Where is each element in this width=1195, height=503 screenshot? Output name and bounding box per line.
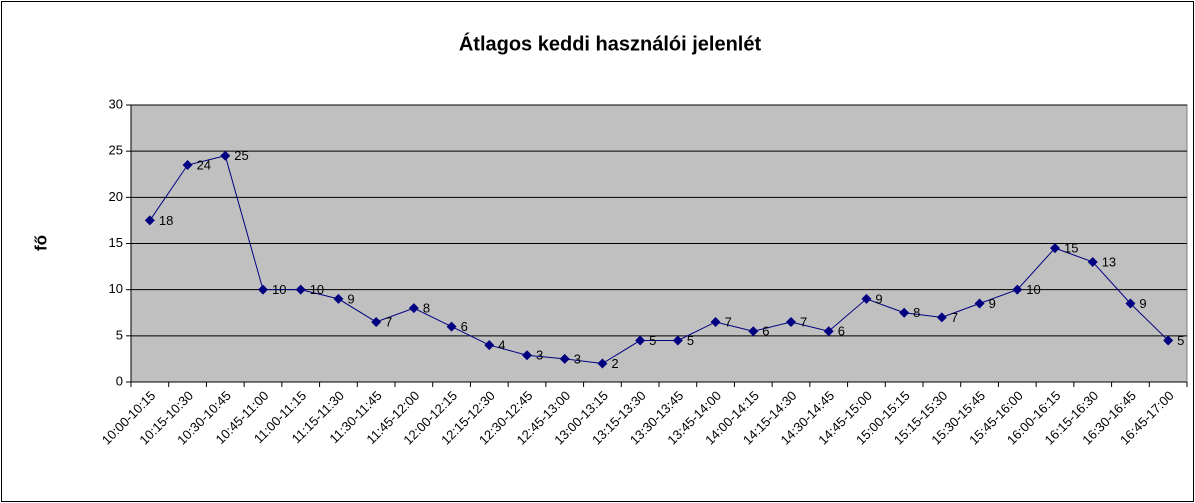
marker: [936, 312, 947, 323]
data-label: 7: [725, 314, 732, 329]
data-label: 6: [461, 319, 468, 334]
marker: [748, 326, 759, 337]
data-label: 24: [197, 157, 211, 172]
data-label: 10: [1026, 282, 1040, 297]
marker: [672, 335, 683, 346]
data-label: 9: [1139, 296, 1146, 311]
y-tick-label: 30: [109, 96, 123, 111]
marker: [559, 353, 570, 364]
data-label: 10: [272, 282, 286, 297]
marker: [220, 150, 231, 161]
y-tick-label: 5: [116, 327, 123, 342]
y-tick-label: 20: [109, 189, 123, 204]
data-label: 8: [423, 301, 430, 316]
data-label: 5: [687, 333, 694, 348]
y-axis-label: fő: [31, 235, 50, 251]
data-label: 5: [649, 333, 656, 348]
marker: [597, 358, 608, 369]
data-label: 6: [838, 324, 845, 339]
data-label: 4: [498, 338, 505, 353]
marker: [446, 321, 457, 332]
data-label: 25: [234, 148, 248, 163]
data-label: 3: [536, 348, 543, 363]
marker: [408, 303, 419, 314]
data-label: 7: [800, 314, 807, 329]
data-label: 15: [1064, 241, 1078, 256]
data-label: 7: [385, 314, 392, 329]
data-label: 8: [913, 305, 920, 320]
marker: [522, 350, 532, 361]
data-label: 7: [951, 310, 958, 325]
y-tick-label: 0: [116, 373, 123, 388]
marker: [710, 316, 721, 327]
data-label: 5: [1177, 333, 1184, 348]
y-tick-label: 25: [109, 143, 123, 158]
marker: [144, 215, 155, 226]
data-label: 13: [1102, 254, 1116, 269]
data-label: 9: [989, 296, 996, 311]
marker: [786, 316, 796, 327]
marker: [861, 293, 872, 304]
marker: [635, 335, 646, 346]
marker: [484, 340, 495, 351]
line: [149, 155, 1169, 365]
data-label: 10: [310, 282, 324, 297]
marker: [258, 284, 268, 295]
data-label: 2: [611, 356, 618, 371]
marker: [1012, 284, 1023, 295]
marker: [1050, 243, 1060, 254]
marker: [823, 326, 834, 337]
data-label: 18: [159, 213, 173, 228]
data-label: 9: [347, 291, 354, 306]
marker: [182, 160, 193, 171]
data-label: 9: [875, 291, 882, 306]
marker: [371, 316, 382, 327]
marker: [974, 298, 985, 309]
y-tick-label: 10: [109, 281, 123, 296]
data-label: 6: [762, 324, 769, 339]
marker: [295, 284, 306, 295]
data-label: 3: [574, 351, 581, 366]
marker: [1163, 335, 1174, 346]
chart-title: Átlagos keddi használói jelenlét: [459, 32, 762, 55]
y-tick-label: 15: [109, 235, 123, 250]
marker: [1125, 298, 1136, 309]
marker: [1087, 256, 1098, 267]
marker: [899, 307, 910, 318]
marker: [333, 293, 344, 304]
